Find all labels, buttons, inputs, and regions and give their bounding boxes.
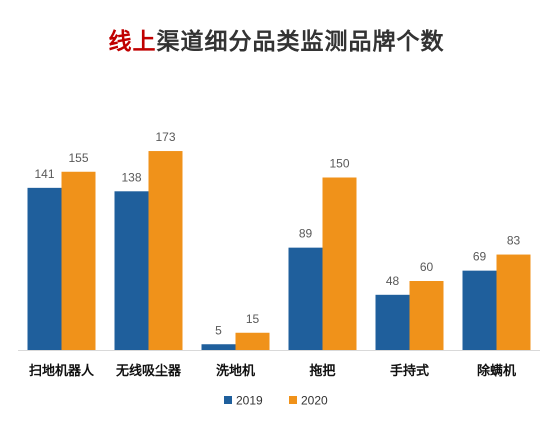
bar-2019 <box>375 294 410 350</box>
bar-2019 <box>288 247 323 350</box>
chart-title: 线上渠道细分品类监测品牌个数 <box>0 22 553 56</box>
data-label-2020: 15 <box>246 312 260 326</box>
bar-2020 <box>322 177 357 350</box>
data-label-2019: 138 <box>121 170 141 184</box>
bar-2020 <box>61 171 96 350</box>
bar-2020 <box>235 332 270 350</box>
data-label-2020: 173 <box>155 130 175 144</box>
x-tick-label: 手持式 <box>390 363 429 379</box>
chart-title-highlight: 线上 <box>108 28 157 55</box>
x-tick-label: 洗地机 <box>216 363 255 379</box>
data-label-2019: 141 <box>34 167 54 181</box>
legend-label-2020: 2020 <box>301 394 328 408</box>
bar-2019 <box>27 187 62 350</box>
data-label-2019: 48 <box>386 274 400 288</box>
data-label-2019: 5 <box>215 323 222 337</box>
data-label-2020: 60 <box>420 260 434 274</box>
bar-2019 <box>114 191 149 350</box>
x-tick-label: 无线吸尘器 <box>115 363 182 379</box>
data-label-2019: 89 <box>299 227 313 241</box>
data-label-2020: 83 <box>507 234 521 248</box>
x-tick-label: 除螨机 <box>477 363 516 379</box>
legend-swatch-2020 <box>289 396 297 404</box>
x-tick-label: 拖把 <box>309 363 335 379</box>
bar-2020 <box>409 281 444 350</box>
data-label-2020: 155 <box>68 151 88 165</box>
bar-2019 <box>201 344 236 350</box>
data-label-2020: 150 <box>329 157 349 171</box>
bar-2020 <box>148 151 183 350</box>
legend-swatch-2019 <box>224 396 232 404</box>
bar-2020 <box>496 254 531 350</box>
data-label-2019: 69 <box>473 250 487 264</box>
x-tick-label: 扫地机器人 <box>29 363 95 379</box>
legend-label-2019: 2019 <box>236 394 263 408</box>
chart-title-rest: 渠道细分品类监测品牌个数 <box>156 28 445 55</box>
bar-2019 <box>462 270 497 350</box>
